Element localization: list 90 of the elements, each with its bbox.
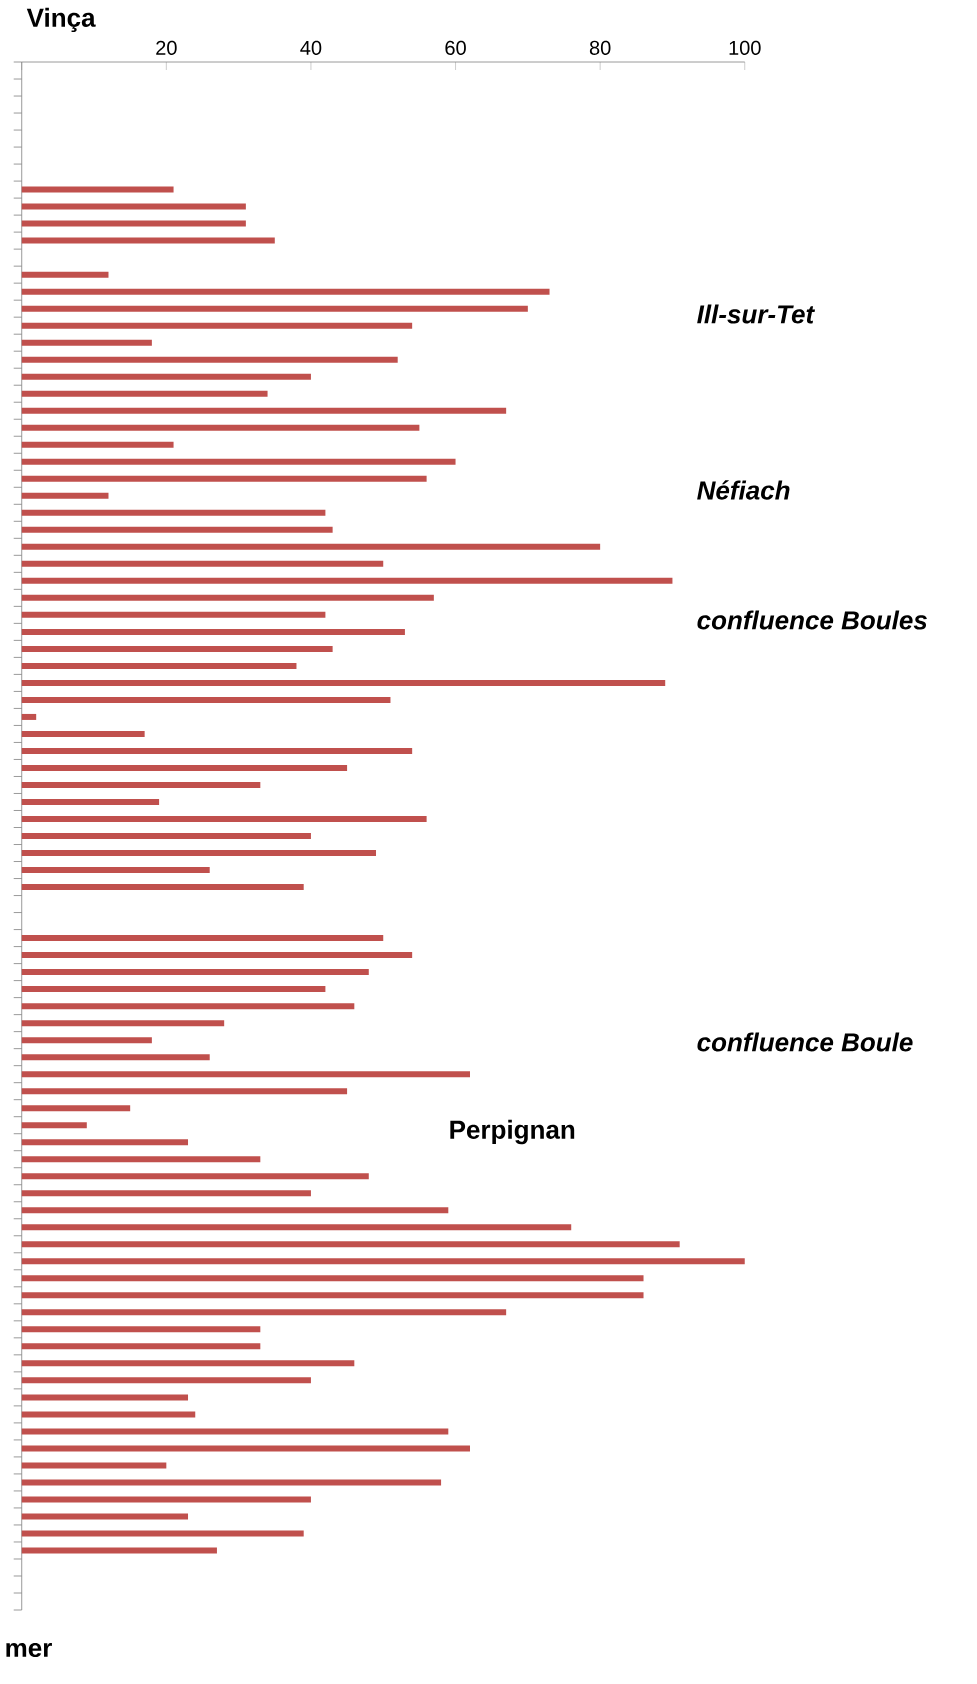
bar (21, 186, 174, 193)
annotation: confluence Boule (697, 1032, 913, 1052)
bar (21, 696, 391, 703)
bar (21, 1275, 644, 1282)
bar (21, 1224, 572, 1231)
bar (21, 509, 326, 516)
bar (21, 1292, 644, 1299)
bar (21, 322, 413, 329)
bar (21, 679, 666, 686)
bar (21, 1207, 449, 1214)
bar (21, 441, 174, 448)
x-tick-label: 40 (300, 40, 322, 55)
bar (21, 577, 673, 584)
bar (21, 594, 434, 601)
bar (21, 1411, 196, 1418)
bar (21, 373, 311, 380)
bar (21, 1394, 188, 1401)
x-tick-label: 100 (729, 40, 761, 55)
bar (21, 1428, 449, 1435)
bar (21, 1139, 188, 1146)
bar (21, 867, 210, 874)
bar (21, 1156, 261, 1163)
bar (21, 424, 420, 431)
bar (21, 356, 398, 363)
annotation: Perpignan (450, 1119, 575, 1145)
bar (21, 526, 333, 533)
bar (21, 798, 159, 805)
bar (21, 816, 427, 822)
bar (21, 458, 456, 465)
bar (21, 492, 109, 499)
bar (21, 1122, 87, 1129)
bar (21, 1309, 507, 1316)
bar (21, 339, 152, 346)
annotation: confluence Boules (697, 610, 927, 630)
bar (21, 833, 311, 840)
bar (21, 1173, 369, 1180)
bar (21, 1462, 167, 1469)
bar (21, 645, 333, 652)
bar (21, 288, 550, 295)
bar (21, 884, 304, 891)
bar (21, 1241, 680, 1248)
bar (21, 781, 261, 788)
text: Vinça (26, 7, 96, 33)
bar (21, 1360, 355, 1367)
bar (21, 1343, 261, 1350)
bar (21, 1530, 304, 1537)
bar (21, 935, 384, 942)
annotation: Ill-sur-Tet (697, 304, 815, 324)
bar (21, 1377, 311, 1384)
bar (21, 1003, 355, 1010)
bar (21, 662, 297, 669)
bar (21, 543, 601, 550)
bar (21, 1547, 217, 1554)
bar (21, 1513, 188, 1520)
bar (21, 628, 405, 635)
bar (21, 1190, 311, 1197)
bar (21, 475, 427, 482)
bar (21, 1037, 152, 1044)
bar (21, 986, 326, 993)
bar (21, 611, 326, 618)
bar (21, 1071, 470, 1078)
bar (21, 237, 275, 244)
bar (21, 1445, 470, 1452)
x-tick-label: 20 (156, 40, 177, 55)
bar (21, 747, 413, 754)
x-tick-label: 80 (589, 40, 611, 55)
bar (21, 730, 145, 737)
bar (21, 1105, 131, 1112)
bar (21, 1054, 210, 1061)
bar (21, 305, 528, 312)
text: mer (6, 1642, 52, 1658)
bar (21, 407, 507, 414)
bar (21, 1479, 441, 1486)
bar (21, 850, 376, 857)
bar (21, 203, 246, 210)
bar (21, 764, 347, 771)
bar (21, 1326, 261, 1333)
bar (21, 390, 268, 397)
bar (21, 952, 413, 959)
annotation: Néfiach (697, 480, 790, 500)
bar (21, 220, 246, 227)
bar (21, 1020, 225, 1027)
bar (21, 1258, 745, 1265)
bar (21, 713, 37, 720)
bar (21, 271, 109, 278)
x-tick-label: 60 (445, 40, 466, 55)
bar (21, 1088, 347, 1095)
bar (21, 1496, 311, 1503)
bar (21, 560, 384, 567)
bar (21, 969, 369, 976)
